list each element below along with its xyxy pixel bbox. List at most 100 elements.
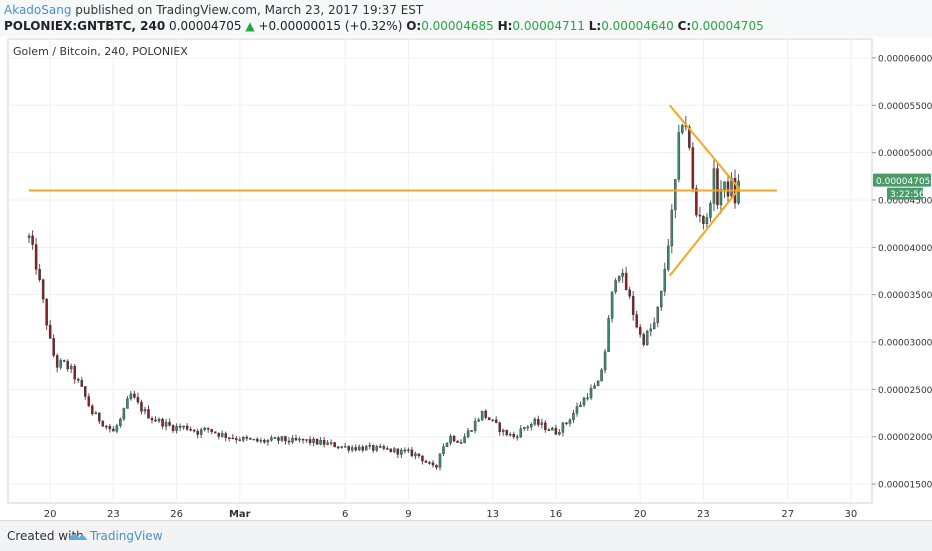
close-value: 0.00004705: [691, 19, 764, 33]
y-tick-label: 0.00004500: [878, 196, 932, 206]
candle-body: [642, 334, 645, 345]
timer-badge: [887, 187, 923, 200]
time-axis[interactable]: 20 23 26 Mar 6 9 13 16 20 23 27 30: [44, 509, 858, 520]
trendline: [668, 104, 741, 190]
last-price: 0.00004705: [169, 19, 242, 33]
candle-body: [185, 425, 189, 430]
candle-body: [122, 408, 126, 420]
candle-body: [119, 418, 122, 426]
candle-body: [182, 425, 185, 428]
x-tick-label: 27: [781, 509, 794, 520]
candle-body: [312, 438, 315, 444]
candle-body: [565, 422, 568, 425]
created-with-text: Created with: [7, 529, 84, 543]
candle-body: [129, 393, 133, 400]
candle-body: [709, 203, 712, 218]
candle-body: [452, 435, 456, 442]
candle-body: [157, 418, 161, 422]
candle-body: [691, 147, 695, 189]
candle-body: [431, 462, 435, 466]
candle-body: [505, 429, 508, 436]
author-link[interactable]: AkadoSang: [4, 3, 72, 17]
current-price-label: 0.00004705: [876, 177, 930, 187]
close-label: C:: [677, 19, 692, 33]
candle-body: [480, 410, 484, 421]
candle-body: [547, 429, 551, 432]
symbol-ohlc-line: POLONIEX:GNTBTC, 240 0.00004705 ▲ +0.000…: [4, 19, 764, 33]
candle-body: [336, 446, 340, 449]
candle-body: [319, 440, 322, 445]
candle-body: [147, 409, 150, 419]
candle-body: [421, 455, 424, 462]
candle-body: [463, 436, 466, 444]
candle-body: [424, 460, 428, 463]
y-tick-label: 0.00002000: [878, 433, 932, 443]
candle-body: [347, 446, 350, 451]
candle-body: [273, 437, 277, 439]
candle-body: [375, 446, 379, 451]
candle-body: [280, 436, 284, 441]
candle-body: [143, 409, 147, 412]
x-tick-label: 20: [44, 509, 57, 520]
candle-body: [635, 314, 638, 328]
candle-body: [445, 442, 449, 447]
candle-body: [168, 421, 171, 426]
candle-body: [126, 398, 129, 409]
candle-body: [256, 438, 259, 442]
candle-body: [41, 279, 45, 300]
candle-body: [263, 439, 266, 443]
candle-body: [105, 425, 108, 428]
candle-body: [540, 422, 544, 425]
candle-body: [270, 437, 273, 441]
timer-label: 3:22:56: [890, 190, 925, 200]
price-chart[interactable]: 0.00001500 0.00002000 0.00002500 0.00003000…: [0, 37, 932, 520]
candles: [27, 115, 740, 471]
candle-body: [624, 272, 628, 291]
candle-body: [494, 419, 498, 423]
candle-body: [491, 419, 494, 421]
candle-body: [76, 378, 80, 381]
candle-body: [252, 438, 256, 441]
candle-body: [537, 419, 540, 425]
candle-body: [245, 436, 249, 439]
price-change: +0.00000015 (+0.32%): [258, 19, 403, 33]
candle-body: [487, 417, 491, 421]
candle-body: [277, 437, 280, 441]
candle-body: [473, 420, 477, 431]
candle-body: [259, 439, 263, 442]
candle-body: [133, 393, 136, 398]
candle-body: [329, 442, 333, 444]
chart-title: Golem / Bitcoin, 240, POLONIEX: [13, 45, 188, 58]
candle-body: [596, 380, 600, 386]
candle-body: [94, 412, 98, 415]
candle-body: [526, 426, 530, 429]
candle-body: [62, 360, 66, 362]
candle-body: [737, 180, 740, 204]
candle-body: [466, 430, 470, 438]
candle-body: [414, 453, 417, 457]
candle-body: [189, 429, 192, 431]
candle-body: [154, 419, 157, 422]
candle-body: [702, 215, 705, 224]
candle-body: [698, 214, 702, 217]
candle-body: [459, 442, 463, 444]
x-tick-label: 26: [170, 509, 183, 520]
x-tick-label: Mar: [229, 509, 251, 520]
candle-body: [656, 306, 660, 323]
y-tick-label: 0.00003500: [878, 291, 932, 301]
tradingview-brand[interactable]: TradingView: [90, 529, 163, 543]
candle-body: [80, 380, 84, 387]
candle-body: [533, 419, 537, 425]
candle-body: [192, 429, 196, 432]
candle-body: [379, 446, 382, 448]
candle-body: [512, 433, 516, 438]
candle-body: [649, 328, 652, 332]
candle-body: [52, 338, 55, 356]
candle-body: [579, 404, 582, 407]
candle-body: [108, 426, 112, 430]
candle-body: [586, 397, 589, 400]
candle-body: [34, 244, 38, 270]
candle-body: [712, 168, 716, 204]
price-axis[interactable]: 0.00001500 0.00002000 0.00002500 0.00003000…: [872, 54, 932, 491]
y-tick-label: 0.00002500: [878, 386, 932, 396]
